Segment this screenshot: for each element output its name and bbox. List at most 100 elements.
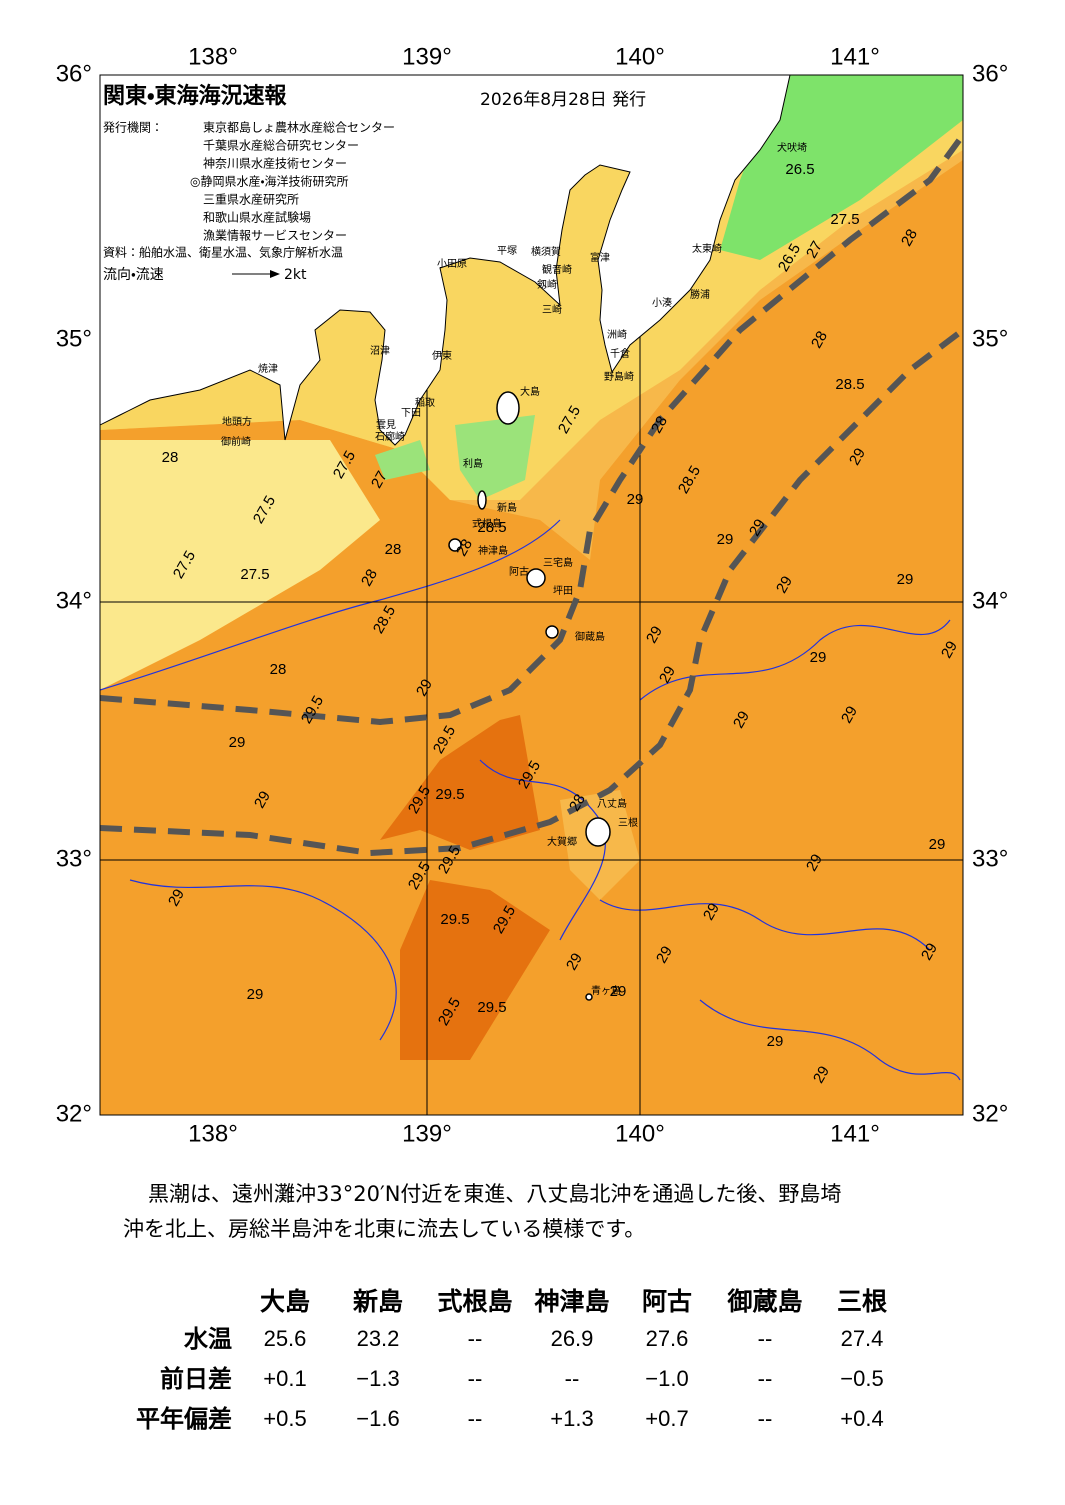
source: 資料：船舶水温、衛星水温、気象庁解析水温 (103, 245, 343, 260)
table-cell: +0.5 (263, 1406, 306, 1431)
contour-label: 29 (929, 836, 946, 853)
place-name: 八丈島 (597, 797, 627, 810)
table-cell: −0.5 (840, 1366, 883, 1391)
issuer: 千葉県水産総合研究センター (203, 138, 359, 153)
contour-label: 29 (803, 851, 826, 874)
title: 関東・東海海況速報 (103, 83, 287, 109)
table-cell: 26.9 (551, 1326, 594, 1351)
contour-label: 29 (918, 940, 941, 963)
contour-label: 29 (247, 986, 264, 1003)
island (545, 625, 559, 639)
place-name: 勝浦 (690, 288, 710, 301)
table-cell: +1.3 (550, 1406, 593, 1431)
issuer: 三重県水産研究所 (203, 193, 299, 207)
contour-label: 28 (162, 449, 179, 466)
land (100, 75, 791, 446)
place-name: 御前崎 (221, 435, 251, 448)
table-cell: -- (565, 1366, 580, 1391)
issuer: 東京都島しょ農林水産総合センター (203, 120, 395, 135)
contour-label: 28 (385, 541, 402, 558)
column-header: 三根 (837, 1287, 888, 1316)
table-cell: -- (758, 1326, 773, 1351)
place-name: 坪田 (553, 584, 573, 597)
lat-label: 35° (972, 325, 1008, 352)
contour-label: 29.5 (477, 999, 506, 1016)
lat-label: 35° (56, 325, 92, 352)
lon-label: 138° (188, 1120, 238, 1147)
contour-label: 29 (717, 531, 734, 548)
legend-arrowhead (270, 270, 280, 278)
place-name: 利島 (463, 457, 483, 470)
contour-label: 29 (810, 649, 827, 666)
place-name: 大賀郷 (547, 835, 577, 848)
contour-label: 29 (838, 703, 861, 726)
contour-label: 29 (229, 734, 246, 751)
isotherm (129, 879, 397, 1041)
map-frame (99, 74, 964, 1116)
table-cell: −1.6 (356, 1406, 399, 1431)
contour-label: 28 (898, 226, 921, 249)
place-name: 小田原 (437, 258, 467, 270)
place-name: 千倉 (610, 348, 630, 360)
place-name: 観音崎 (542, 263, 572, 276)
place-name: 野島崎 (604, 370, 634, 383)
lon-label: 138° (188, 43, 238, 70)
table-cell: -- (468, 1326, 483, 1351)
place-name: 大島 (520, 385, 540, 398)
table-cell: −1.3 (356, 1366, 399, 1391)
contour-label: 27.5 (240, 566, 269, 583)
row-label: 水温 (183, 1325, 232, 1353)
table-cell: +0.1 (263, 1366, 306, 1391)
column-header: 阿古 (642, 1287, 692, 1316)
isotherm (699, 999, 961, 1081)
table-cell: -- (758, 1406, 773, 1431)
issuer: 和歌山県水産試験場 (203, 210, 311, 225)
island (585, 817, 611, 847)
table-cell: −1.0 (645, 1366, 688, 1391)
table-cell: -- (468, 1406, 483, 1431)
lat-label: 34° (56, 587, 92, 614)
cold-zone (455, 415, 535, 500)
isotherm (599, 899, 931, 951)
lon-label: 139° (402, 43, 452, 70)
lon-label: 141° (830, 1120, 880, 1147)
lon-label: 141° (830, 43, 880, 70)
table-cell: 27.4 (841, 1326, 884, 1351)
cold-zone (720, 75, 963, 260)
contour-label: 28 (566, 791, 589, 814)
table-cell: 27.6 (646, 1326, 689, 1351)
island (496, 391, 520, 425)
contour-label: 29 (413, 676, 436, 699)
contour-label: 29.5 (435, 786, 464, 803)
issue-date: 2026年8月28日 発行 (480, 90, 646, 110)
contour-label: 29 (846, 445, 869, 468)
contour-label: 27 (803, 238, 826, 261)
lat-label: 33° (56, 845, 92, 872)
island (448, 538, 462, 552)
contour-label: 28 (808, 328, 831, 351)
lat-label: 34° (972, 587, 1008, 614)
contour-label: 29 (656, 663, 679, 686)
lon-label: 139° (402, 1120, 452, 1147)
place-name: 富津 (590, 251, 610, 264)
contour-label: 29 (627, 491, 644, 508)
lat-label: 36° (56, 60, 92, 87)
lat-label: 36° (972, 60, 1008, 87)
lat-label: 33° (972, 845, 1008, 872)
contour-label: 28 (648, 413, 671, 436)
contour-label: 28.5 (477, 519, 506, 536)
lat-label: 32° (56, 1100, 92, 1127)
place-name: 石廊崎 (375, 430, 405, 443)
column-header: 式根島 (437, 1287, 512, 1316)
summary-line: 黒潮は、遠州灘沖33°20′N付近を東進、八丈島北沖を通過した後、野島埼 (148, 1182, 841, 1206)
contour-label: 28 (270, 661, 287, 678)
place-name: 御蔵島 (575, 630, 605, 643)
issuer: ◎静岡県水産・海洋技術研究所 (190, 174, 349, 189)
legend-speed: 2kt (284, 267, 307, 283)
cool-zone (100, 440, 380, 690)
island (477, 490, 487, 510)
cold-zone (375, 440, 430, 480)
